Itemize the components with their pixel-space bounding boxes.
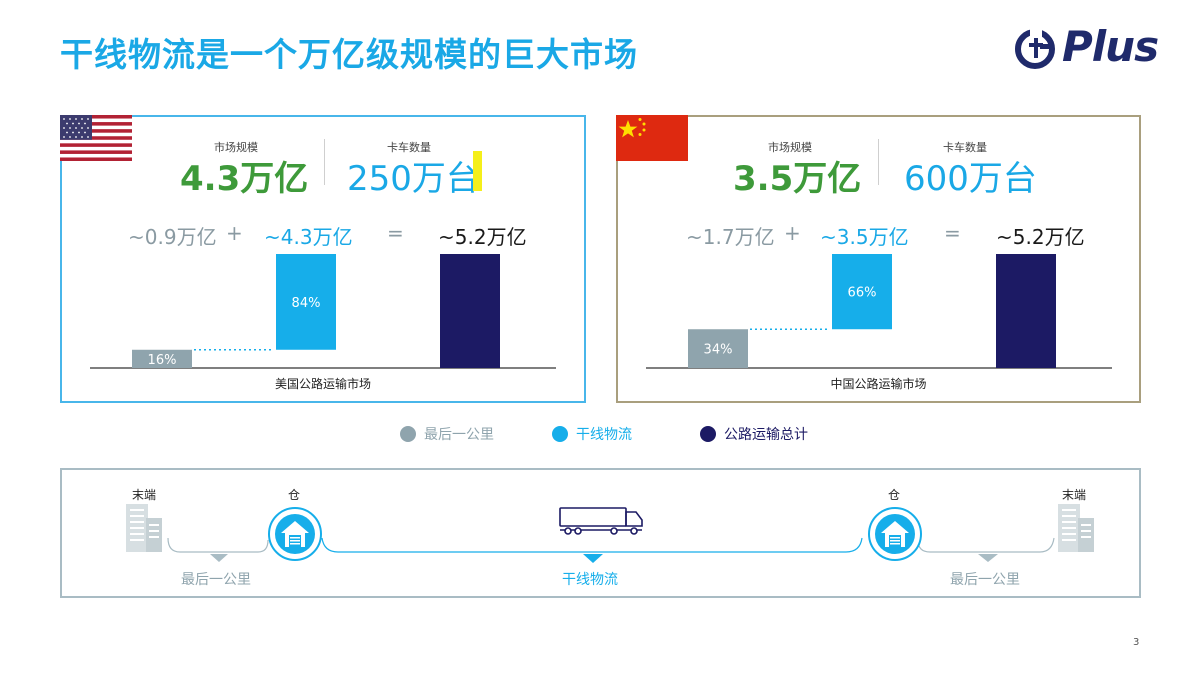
cn-market-size-label: 市场规模 xyxy=(768,141,812,154)
flow-last-mile-right-caption: 最后一公里 xyxy=(950,572,1020,588)
cn-eq-trunk: ~3.5万亿 xyxy=(820,225,909,249)
cn-chart-bar-2 xyxy=(996,254,1056,368)
cn-chart-bar-label-0: 34% xyxy=(704,343,733,358)
arrow-last-mile-right xyxy=(978,554,998,562)
warehouse-left-icon xyxy=(268,507,322,561)
cn-market-size-value: 3.5万亿 xyxy=(733,159,862,199)
legend-label-trunk: 干线物流 xyxy=(576,427,632,443)
warehouse-right-icon xyxy=(868,507,922,561)
us-chart-bar-2 xyxy=(440,254,500,368)
legend-dot-total xyxy=(700,426,716,442)
cn-eq-last-mile: ~1.7万亿 xyxy=(686,225,775,249)
flow-warehouse-right-label: 仓 xyxy=(888,488,901,502)
legend-label-last-mile: 最后一公里 xyxy=(424,427,494,443)
us-stat-divider xyxy=(324,139,325,185)
legend-label-total: 公路运输总计 xyxy=(724,427,808,443)
cn-truck-count-value: 600万台 xyxy=(904,159,1037,199)
us-eq-equals: = xyxy=(387,221,404,245)
cn-eq-equals: = xyxy=(944,221,961,245)
us-market-panel: 市场规模 4.3万亿 卡车数量 250万台 ~0.9万亿 + ~4.3万亿 = … xyxy=(60,115,586,403)
building-right-icon xyxy=(1058,504,1094,552)
flow-end-left-label: 末端 xyxy=(132,488,157,502)
us-truck-count-label: 卡车数量 xyxy=(387,141,431,154)
bracket-trunk xyxy=(321,537,863,553)
flow-graphics xyxy=(126,504,1094,563)
cn-chart-bar-0 xyxy=(688,329,748,368)
cn-eq-total: ~5.2万亿 xyxy=(996,225,1085,249)
building-left-icon xyxy=(126,504,162,552)
flow-end-right-label: 末端 xyxy=(1062,488,1087,502)
us-market-size-value: 4.3万亿 xyxy=(180,159,309,199)
highlight-marker xyxy=(473,151,482,191)
truck-icon xyxy=(559,507,643,535)
us-chart-bar-label-1: 84% xyxy=(292,296,321,311)
logistics-flow-diagram: 末端 仓 仓 末端 最后一公里 干线物流 最后一公里 xyxy=(60,468,1141,598)
cn-chart-bar-1 xyxy=(832,254,892,330)
flow-trunk-caption: 干线物流 xyxy=(562,572,618,588)
plus-logo: Plus xyxy=(1014,22,1174,72)
legend-item-trunk: 干线物流 xyxy=(552,424,632,444)
us-eq-total: ~5.2万亿 xyxy=(438,225,527,249)
cn-chart-bar-label-1: 66% xyxy=(848,286,877,301)
arrow-last-mile-left xyxy=(210,554,228,562)
bracket-last-mile-right xyxy=(917,537,1055,553)
cn-market-panel: 市场规模 3.5万亿 卡车数量 600万台 ~1.7万亿 + ~3.5万亿 = … xyxy=(616,115,1141,403)
cn-flag-icon xyxy=(616,115,688,161)
us-chart-caption: 美国公路运输市场 xyxy=(274,377,371,391)
us-eq-plus: + xyxy=(226,221,243,245)
us-chart-bar-0 xyxy=(132,349,192,368)
legend-dot-last-mile xyxy=(400,426,416,442)
us-truck-count-value: 250万台 xyxy=(347,159,480,199)
us-chart-bar-1 xyxy=(276,254,336,350)
us-market-chart: 16% 84% xyxy=(90,254,556,369)
us-eq-last-mile: ~0.9万亿 xyxy=(128,225,217,249)
plus-logo-icon xyxy=(1015,26,1055,69)
flow-last-mile-left-caption: 最后一公里 xyxy=(181,572,251,588)
us-chart-bar-label-0: 16% xyxy=(148,353,177,368)
page-number: 3 xyxy=(1133,637,1140,648)
chart-legend: 最后一公里 干线物流 公路运输总计 xyxy=(0,424,1200,446)
arrow-trunk xyxy=(583,554,603,563)
us-eq-trunk: ~4.3万亿 xyxy=(264,225,353,249)
plus-logo-text: Plus xyxy=(1062,22,1159,71)
legend-dot-trunk xyxy=(552,426,568,442)
legend-item-total: 公路运输总计 xyxy=(700,424,808,444)
us-flag-icon xyxy=(60,115,132,161)
bracket-last-mile-left xyxy=(167,537,269,553)
cn-market-chart: 34% 66% xyxy=(646,254,1112,369)
legend-item-last-mile: 最后一公里 xyxy=(400,424,494,444)
flow-warehouse-left-label: 仓 xyxy=(288,488,301,502)
cn-eq-plus: + xyxy=(784,221,801,245)
us-market-size-label: 市场规模 xyxy=(214,141,258,154)
cn-truck-count-label: 卡车数量 xyxy=(943,141,987,154)
cn-chart-caption: 中国公路运输市场 xyxy=(830,377,927,391)
cn-stat-divider xyxy=(878,139,879,185)
page-title: 干线物流是一个万亿级规模的巨大市场 xyxy=(60,35,638,74)
